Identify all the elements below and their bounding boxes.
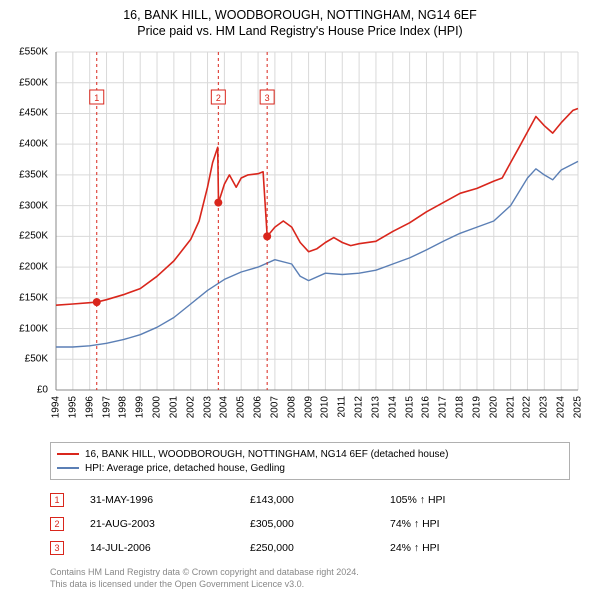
transaction-hpi: 74% ↑ HPI	[390, 518, 550, 530]
x-axis-label: 2019	[471, 396, 482, 418]
x-axis-label: 2002	[185, 396, 196, 418]
x-axis-label: 2010	[320, 396, 331, 418]
x-axis-label: 2007	[269, 396, 280, 418]
legend-label-hpi: HPI: Average price, detached house, Gedl…	[85, 463, 285, 474]
legend-box: 16, BANK HILL, WOODBOROUGH, NOTTINGHAM, …	[50, 442, 570, 480]
y-axis-label: £350K	[8, 169, 48, 180]
chart-area: 123 £0£50K£100K£150K£200K£250K£300K£350K…	[12, 46, 588, 436]
x-axis-label: 2000	[152, 396, 163, 418]
footer-attribution: Contains HM Land Registry data © Crown c…	[50, 566, 588, 590]
transactions-table: 1 31-MAY-1996 £143,000 105% ↑ HPI 2 21-A…	[50, 488, 570, 560]
x-axis-label: 2004	[219, 396, 230, 418]
y-axis-label: £400K	[8, 139, 48, 150]
transaction-price: £143,000	[250, 494, 390, 506]
x-axis-label: 2005	[236, 396, 247, 418]
x-axis-label: 2025	[573, 396, 584, 418]
svg-text:2: 2	[216, 93, 221, 103]
x-axis-label: 1996	[84, 396, 95, 418]
x-axis-label: 2018	[455, 396, 466, 418]
x-axis-label: 2006	[253, 396, 264, 418]
chart-svg: 1 2 3	[12, 46, 588, 436]
y-axis-label: £250K	[8, 231, 48, 242]
y-axis-label: £150K	[8, 292, 48, 303]
transaction-date: 31-MAY-1996	[90, 494, 250, 506]
title-line-1: 16, BANK HILL, WOODBOROUGH, NOTTINGHAM, …	[12, 8, 588, 22]
transaction-price: £305,000	[250, 518, 390, 530]
x-axis-label: 2017	[438, 396, 449, 418]
legend-row-hpi: HPI: Average price, detached house, Gedl…	[57, 461, 563, 475]
x-axis-label: 1999	[135, 396, 146, 418]
transaction-hpi: 105% ↑ HPI	[390, 494, 550, 506]
transaction-hpi: 24% ↑ HPI	[390, 542, 550, 554]
y-axis-label: £300K	[8, 200, 48, 211]
x-axis-label: 2012	[354, 396, 365, 418]
y-axis-label: £0	[8, 385, 48, 396]
transaction-row: 3 14-JUL-2006 £250,000 24% ↑ HPI	[50, 536, 570, 560]
x-axis-label: 2003	[202, 396, 213, 418]
footer-line-2: This data is licensed under the Open Gov…	[50, 578, 588, 590]
y-axis-label: £500K	[8, 77, 48, 88]
footer-line-1: Contains HM Land Registry data © Crown c…	[50, 566, 588, 578]
x-axis-label: 2016	[421, 396, 432, 418]
x-axis-label: 2021	[505, 396, 516, 418]
x-axis-label: 2009	[303, 396, 314, 418]
legend-row-property: 16, BANK HILL, WOODBOROUGH, NOTTINGHAM, …	[57, 447, 563, 461]
svg-text:1: 1	[94, 93, 99, 103]
y-axis-label: £450K	[8, 108, 48, 119]
transaction-date: 14-JUL-2006	[90, 542, 250, 554]
legend-label-property: 16, BANK HILL, WOODBOROUGH, NOTTINGHAM, …	[85, 449, 448, 460]
y-axis-label: £200K	[8, 262, 48, 273]
x-axis-label: 2023	[539, 396, 550, 418]
x-axis-label: 2014	[387, 396, 398, 418]
title-block: 16, BANK HILL, WOODBOROUGH, NOTTINGHAM, …	[12, 8, 588, 38]
y-axis-label: £100K	[8, 323, 48, 334]
x-axis-label: 2001	[168, 396, 179, 418]
x-axis-label: 2015	[404, 396, 415, 418]
title-line-2: Price paid vs. HM Land Registry's House …	[12, 24, 588, 38]
x-axis-label: 2022	[522, 396, 533, 418]
x-axis-label: 2013	[370, 396, 381, 418]
transaction-marker-1: 1	[50, 493, 64, 507]
transaction-marker-2: 2	[50, 517, 64, 531]
transaction-marker-3: 3	[50, 541, 64, 555]
x-axis-label: 1998	[118, 396, 129, 418]
transaction-price: £250,000	[250, 542, 390, 554]
x-axis-label: 2011	[337, 396, 348, 418]
x-axis-label: 2024	[556, 396, 567, 418]
svg-text:3: 3	[265, 93, 270, 103]
x-axis-label: 2020	[488, 396, 499, 418]
transaction-row: 1 31-MAY-1996 £143,000 105% ↑ HPI	[50, 488, 570, 512]
y-axis-label: £550K	[8, 47, 48, 58]
legend-swatch-property	[57, 453, 79, 455]
x-axis-label: 2008	[286, 396, 297, 418]
legend-swatch-hpi	[57, 467, 79, 469]
transaction-row: 2 21-AUG-2003 £305,000 74% ↑ HPI	[50, 512, 570, 536]
x-axis-label: 1995	[67, 396, 78, 418]
x-axis-label: 1997	[101, 396, 112, 418]
x-axis-label: 1994	[51, 396, 62, 418]
chart-container: 16, BANK HILL, WOODBOROUGH, NOTTINGHAM, …	[0, 0, 600, 598]
transaction-date: 21-AUG-2003	[90, 518, 250, 530]
y-axis-label: £50K	[8, 354, 48, 365]
